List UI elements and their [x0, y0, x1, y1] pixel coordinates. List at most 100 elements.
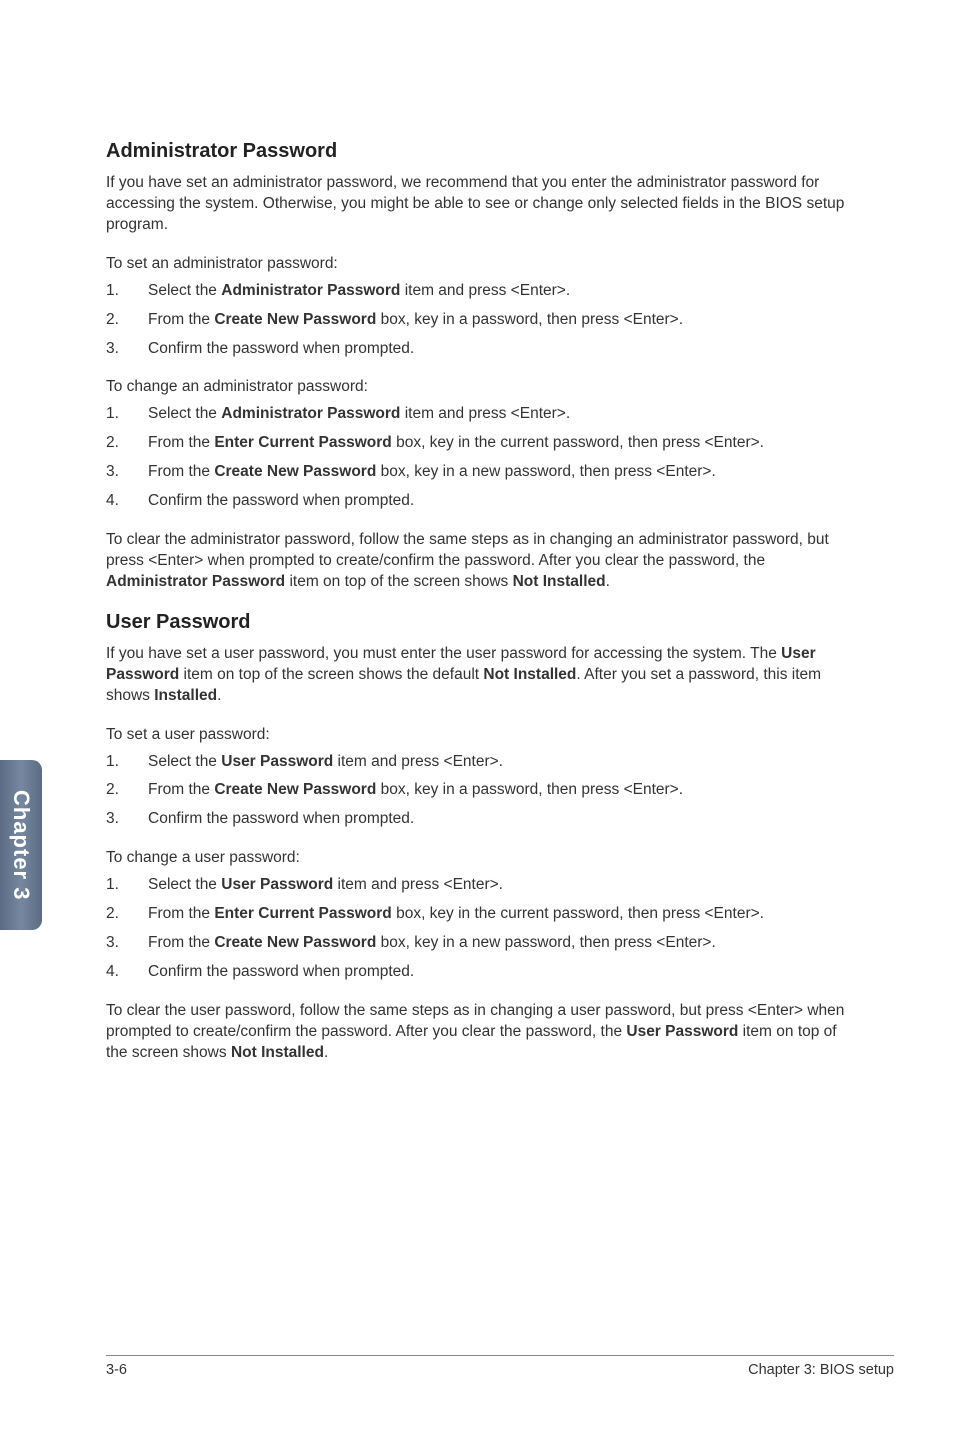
step-text: Select the Administrator Password item a… [148, 404, 848, 425]
step-number: 3. [106, 809, 148, 830]
text-bold: User Password [221, 753, 333, 770]
text-bold: Not Installed [231, 1044, 324, 1061]
list-item: 2. From the Enter Current Password box, … [106, 433, 848, 454]
text: box, key in a password, then press <Ente… [376, 781, 683, 798]
text: From the [148, 311, 214, 328]
text: item on top of the screen shows the defa… [179, 666, 483, 683]
step-number: 3. [106, 462, 148, 483]
step-text: From the Create New Password box, key in… [148, 780, 848, 801]
step-number: 2. [106, 310, 148, 331]
chapter-tab-label: Chapter 3 [8, 790, 34, 900]
steps-admin-change: 1. Select the Administrator Password ite… [106, 404, 848, 512]
heading-user-password: User Password [106, 611, 848, 634]
list-item: 1. Select the User Password item and pre… [106, 752, 848, 773]
text-bold: Create New Password [214, 934, 376, 951]
page-content: Administrator Password If you have set a… [0, 0, 954, 1064]
step-number: 2. [106, 780, 148, 801]
step-number: 1. [106, 752, 148, 773]
step-number: 2. [106, 904, 148, 925]
text-bold: Not Installed [483, 666, 576, 683]
heading-admin-password: Administrator Password [106, 140, 848, 163]
para-admin-intro: If you have set an administrator passwor… [106, 173, 848, 236]
text-bold: User Password [221, 876, 333, 893]
text-bold: Installed [154, 687, 217, 704]
text-bold: Create New Password [214, 781, 376, 798]
list-item: 2. From the Create New Password box, key… [106, 310, 848, 331]
step-number: 1. [106, 404, 148, 425]
para-admin-clear: To clear the administrator password, fol… [106, 530, 848, 593]
text-bold: Create New Password [214, 463, 376, 480]
text: item and press <Enter>. [400, 282, 570, 299]
text: . [324, 1044, 328, 1061]
step-number: 3. [106, 339, 148, 360]
text-bold: Administrator Password [221, 282, 400, 299]
para-user-clear: To clear the user password, follow the s… [106, 1001, 848, 1064]
step-text: Confirm the password when prompted. [148, 809, 848, 830]
list-item: 4. Confirm the password when prompted. [106, 491, 848, 512]
step-number: 1. [106, 875, 148, 896]
text: From the [148, 434, 214, 451]
text: If you have set a user password, you mus… [106, 645, 781, 662]
step-text: Select the User Password item and press … [148, 875, 848, 896]
text: . [606, 573, 610, 590]
step-number: 1. [106, 281, 148, 302]
lead-admin-change: To change an administrator password: [106, 377, 848, 398]
text: From the [148, 463, 214, 480]
step-text: Confirm the password when prompted. [148, 962, 848, 983]
step-number: 4. [106, 962, 148, 983]
step-text: Select the Administrator Password item a… [148, 281, 848, 302]
text: box, key in a new password, then press <… [376, 463, 715, 480]
text: box, key in a new password, then press <… [376, 934, 715, 951]
chapter-tab: Chapter 3 [0, 760, 42, 930]
text: Select the [148, 282, 221, 299]
text: . [217, 687, 221, 704]
page-footer: 3-6 Chapter 3: BIOS setup [106, 1355, 894, 1378]
list-item: 3. Confirm the password when prompted. [106, 809, 848, 830]
list-item: 3. From the Create New Password box, key… [106, 933, 848, 954]
footer-chapter-title: Chapter 3: BIOS setup [748, 1362, 894, 1378]
text: item and press <Enter>. [400, 405, 570, 422]
text-bold: Enter Current Password [214, 434, 391, 451]
text: box, key in the current password, then p… [392, 434, 764, 451]
lead-user-set: To set a user password: [106, 725, 848, 746]
text: From the [148, 781, 214, 798]
text: From the [148, 934, 214, 951]
text: item and press <Enter>. [333, 876, 503, 893]
list-item: 3. From the Create New Password box, key… [106, 462, 848, 483]
text-bold: Not Installed [513, 573, 606, 590]
text-bold: Administrator Password [106, 573, 285, 590]
step-text: Confirm the password when prompted. [148, 491, 848, 512]
para-user-intro: If you have set a user password, you mus… [106, 644, 848, 707]
text: Select the [148, 405, 221, 422]
text: To clear the administrator password, fol… [106, 531, 829, 569]
text: box, key in a password, then press <Ente… [376, 311, 683, 328]
text: Select the [148, 753, 221, 770]
step-number: 4. [106, 491, 148, 512]
text-bold: Create New Password [214, 311, 376, 328]
text: Select the [148, 876, 221, 893]
text-bold: User Password [626, 1023, 738, 1040]
step-text: Select the User Password item and press … [148, 752, 848, 773]
lead-user-change: To change a user password: [106, 848, 848, 869]
text: item and press <Enter>. [333, 753, 503, 770]
steps-admin-set: 1. Select the Administrator Password ite… [106, 281, 848, 360]
steps-user-change: 1. Select the User Password item and pre… [106, 875, 848, 983]
page-number: 3-6 [106, 1362, 127, 1378]
lead-admin-set: To set an administrator password: [106, 254, 848, 275]
list-item: 2. From the Enter Current Password box, … [106, 904, 848, 925]
step-text: Confirm the password when prompted. [148, 339, 848, 360]
step-number: 3. [106, 933, 148, 954]
list-item: 1. Select the Administrator Password ite… [106, 281, 848, 302]
list-item: 4. Confirm the password when prompted. [106, 962, 848, 983]
step-text: From the Enter Current Password box, key… [148, 904, 848, 925]
text: item on top of the screen shows [285, 573, 512, 590]
step-text: From the Enter Current Password box, key… [148, 433, 848, 454]
step-text: From the Create New Password box, key in… [148, 310, 848, 331]
step-number: 2. [106, 433, 148, 454]
list-item: 2. From the Create New Password box, key… [106, 780, 848, 801]
text: From the [148, 905, 214, 922]
list-item: 3. Confirm the password when prompted. [106, 339, 848, 360]
text-bold: Enter Current Password [214, 905, 391, 922]
list-item: 1. Select the User Password item and pre… [106, 875, 848, 896]
list-item: 1. Select the Administrator Password ite… [106, 404, 848, 425]
